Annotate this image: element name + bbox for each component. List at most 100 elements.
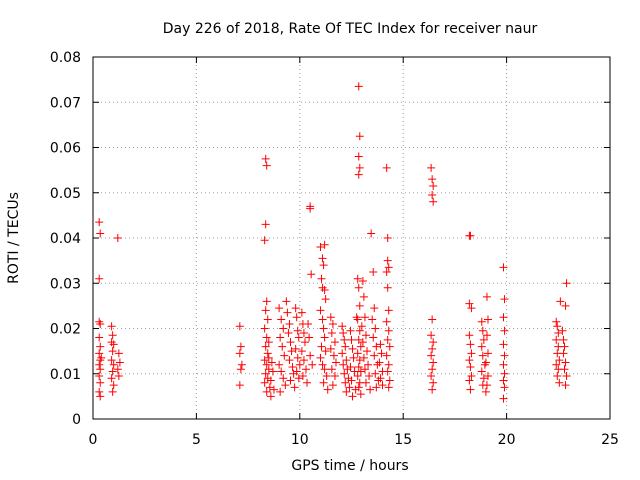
data-point [298, 372, 307, 381]
data-point [275, 304, 284, 313]
data-point [262, 333, 271, 342]
data-point [500, 295, 509, 304]
data-point [428, 315, 437, 324]
data-point [483, 349, 492, 358]
data-point [114, 349, 123, 358]
data-point [467, 372, 476, 381]
grid-lines [93, 57, 610, 419]
data-point [107, 322, 116, 331]
data-point [382, 163, 391, 172]
data-point [383, 367, 392, 376]
data-point [305, 333, 314, 342]
data-point [427, 372, 436, 381]
data-point [294, 374, 303, 383]
data-point [318, 283, 327, 292]
data-point [317, 274, 326, 283]
data-point [359, 353, 368, 362]
data-point [500, 369, 509, 378]
data-point [108, 367, 117, 376]
data-point [376, 374, 385, 383]
data-point [95, 372, 104, 381]
data-point [330, 338, 339, 347]
data-point [552, 317, 561, 326]
data-point [500, 326, 509, 335]
data-point [236, 342, 245, 351]
plot-frame [92, 56, 611, 420]
data-point [320, 333, 329, 342]
data-point [95, 360, 104, 369]
data-point [338, 349, 347, 358]
data-point [235, 381, 244, 390]
data-point [263, 315, 272, 324]
data-point [465, 299, 474, 308]
data-point [268, 367, 277, 376]
data-point [262, 161, 271, 170]
data-point [322, 372, 331, 381]
data-point [292, 367, 301, 376]
data-point [108, 387, 117, 396]
data-point [277, 315, 286, 324]
data-point [276, 387, 285, 396]
data-points [95, 82, 571, 403]
y-tick-label: 0.07 [50, 95, 81, 111]
data-point [555, 378, 564, 387]
data-point [346, 326, 355, 335]
y-tick-label: 0.05 [50, 186, 81, 202]
data-point [562, 279, 571, 288]
chart-title: Day 226 of 2018, Rate Of TEC Index for r… [163, 21, 538, 37]
data-point [281, 381, 290, 390]
x-tick-label: 0 [89, 432, 98, 448]
x-tick-label: 15 [394, 432, 412, 448]
data-point [558, 326, 567, 335]
data-point [327, 329, 336, 338]
data-point [342, 356, 351, 365]
data-point [96, 342, 105, 351]
data-point [356, 390, 365, 399]
data-point [364, 360, 373, 369]
data-point [107, 356, 116, 365]
data-point [466, 340, 475, 349]
data-point [326, 313, 335, 322]
data-point [355, 132, 364, 141]
data-point [561, 301, 570, 310]
data-point [306, 204, 315, 213]
data-point [354, 362, 363, 371]
data-point [499, 394, 508, 403]
data-point [348, 392, 357, 401]
data-point [353, 315, 362, 324]
data-point [358, 276, 367, 285]
data-point [113, 365, 122, 374]
data-point [466, 385, 475, 394]
data-point [376, 340, 385, 349]
data-point [361, 331, 370, 340]
data-point [107, 338, 116, 347]
data-point [383, 335, 392, 344]
data-point [466, 231, 475, 240]
data-point [260, 324, 269, 333]
data-point [367, 229, 376, 238]
data-point [299, 329, 308, 338]
data-point [354, 335, 363, 344]
data-point [297, 347, 306, 356]
data-point [479, 374, 488, 383]
data-point [300, 338, 309, 347]
data-point [275, 360, 284, 369]
y-tick-label: 0.04 [50, 231, 81, 247]
data-point [352, 313, 361, 322]
data-point [365, 372, 374, 381]
data-point [384, 263, 393, 272]
y-axis-title: ROTI / TECUs [6, 192, 22, 284]
data-point [479, 335, 488, 344]
data-point [346, 362, 355, 371]
data-point [316, 243, 325, 252]
data-point [478, 326, 487, 335]
data-point [429, 358, 438, 367]
data-point [285, 356, 294, 365]
data-point [477, 342, 486, 351]
y-tick-label: 0.06 [50, 141, 81, 157]
data-point [562, 372, 571, 381]
data-point [260, 356, 269, 365]
data-point [328, 381, 337, 390]
data-point [108, 331, 117, 340]
